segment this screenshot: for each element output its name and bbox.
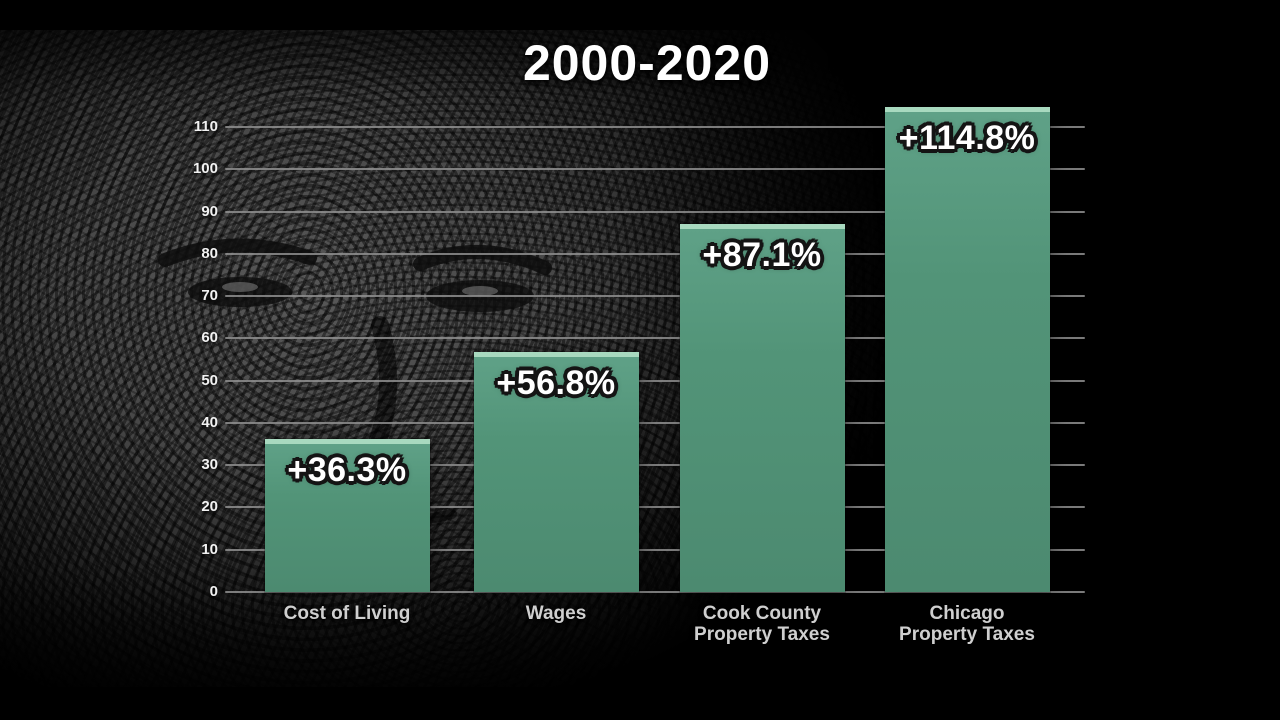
bar-chicago-property-taxes: +114.8% (884, 106, 1050, 592)
letterbox-bottom (0, 687, 1280, 720)
bar-cook-county-property-taxes: +87.1% (679, 223, 845, 592)
x-axis-label-wages: Wages (525, 603, 587, 624)
chart-title: 2000-2020 (522, 35, 772, 91)
gridline-20 (225, 506, 1085, 509)
gridline-10 (225, 548, 1085, 551)
y-tick-label-20: 20 (201, 498, 218, 516)
gridline-50 (225, 379, 1085, 382)
y-tick-label-100: 100 (192, 160, 218, 178)
x-axis-label-cook-county-property-taxes: Cook County Property Taxes (694, 603, 830, 645)
y-tick-label-70: 70 (201, 287, 218, 305)
y-tick-label-110: 110 (193, 117, 218, 135)
gridline-90 (225, 210, 1085, 213)
bar-cost-of-living: +36.3% (264, 438, 430, 592)
y-tick-label-30: 30 (201, 456, 218, 474)
y-tick-label-10: 10 (201, 540, 218, 558)
gridline-70 (225, 295, 1085, 298)
bar-value-label-wages: +56.8% (496, 363, 616, 402)
y-tick-label-0: 0 (209, 583, 218, 600)
bar-value-label-cook-county-property-taxes: +87.1% (702, 235, 822, 274)
gridline-0 (225, 591, 1085, 593)
bar-value-label-chicago-property-taxes: +114.8% (898, 118, 1036, 157)
gridline-80 (225, 252, 1085, 255)
gridline-40 (225, 421, 1085, 424)
letterbox-top (0, 0, 1280, 30)
x-axis-label-cost-of-living: Cost of Living (283, 603, 411, 624)
gridline-30 (225, 464, 1085, 467)
gridline-60 (225, 337, 1085, 340)
y-tick-label-90: 90 (201, 202, 218, 220)
background-vignette (0, 30, 1280, 687)
gridline-110 (225, 125, 1085, 128)
x-axis-label-chicago-property-taxes: Chicago Property Taxes (899, 603, 1035, 645)
gridline-100 (225, 168, 1085, 171)
y-tick-label-50: 50 (201, 371, 218, 389)
bar-wages: +56.8% (473, 351, 639, 592)
y-tick-label-60: 60 (201, 329, 218, 347)
bar-value-label-cost-of-living: +36.3% (287, 450, 407, 489)
y-tick-label-80: 80 (201, 244, 218, 262)
y-tick-label-40: 40 (201, 413, 218, 431)
